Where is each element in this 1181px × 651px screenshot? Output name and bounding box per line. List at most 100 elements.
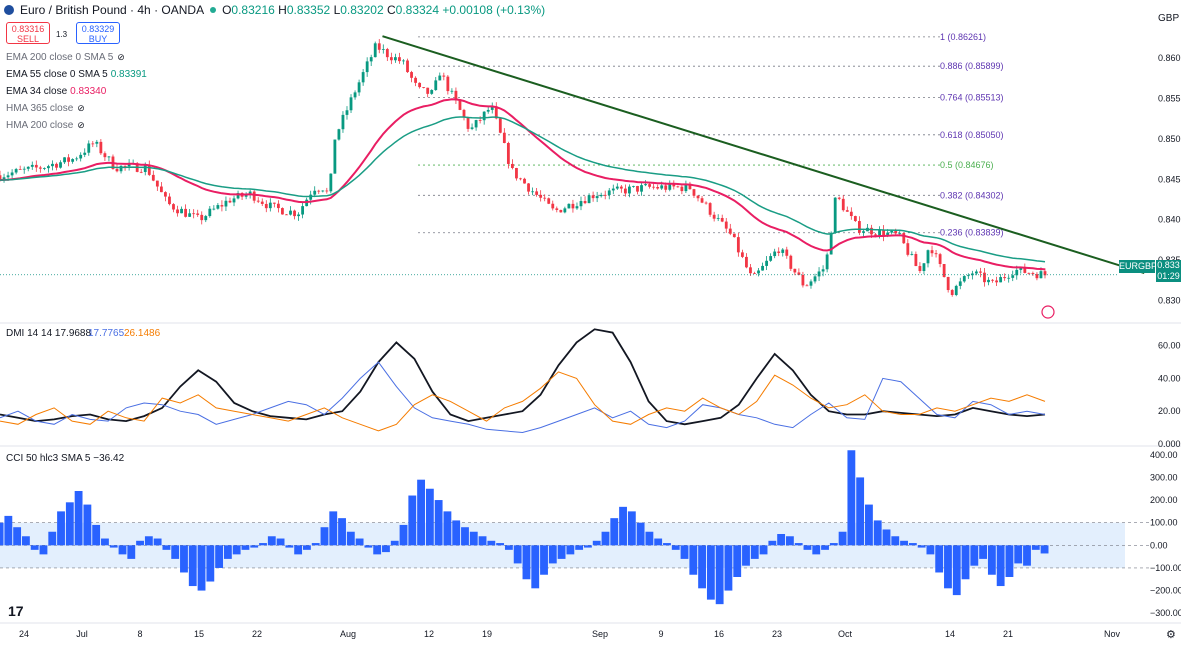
- candle: [281, 208, 284, 215]
- candle: [232, 198, 236, 203]
- price-axis-label: 0.860: [1158, 53, 1181, 63]
- cci-bar: [794, 543, 803, 546]
- candle: [256, 200, 260, 202]
- candle: [930, 250, 934, 254]
- cci-bar: [944, 545, 952, 589]
- candle: [139, 171, 143, 173]
- settings-gear-icon[interactable]: ⚙: [1166, 629, 1176, 641]
- cci-bar: [390, 540, 399, 546]
- candle: [349, 97, 353, 111]
- candle: [684, 183, 688, 192]
- cci-axis-label: 100.00: [1150, 518, 1178, 528]
- candle: [301, 206, 305, 215]
- price-axis-label: 0.855: [1158, 93, 1181, 103]
- cci-bar: [689, 545, 698, 575]
- cci-bar: [1031, 545, 1040, 550]
- candle: [155, 180, 159, 187]
- candle: [950, 290, 954, 295]
- indicator-legend-item[interactable]: HMA 365 close ⊘: [6, 103, 85, 114]
- candle: [890, 230, 894, 233]
- cci-axis-label: 400.00: [1150, 450, 1178, 460]
- candle: [878, 229, 881, 236]
- cci-bar: [197, 545, 206, 591]
- cci-bar: [759, 545, 768, 555]
- cci-bar: [48, 531, 57, 546]
- candle: [389, 57, 393, 61]
- candle: [886, 232, 890, 237]
- cci-bar: [118, 545, 127, 555]
- candle: [353, 92, 357, 98]
- candle: [454, 90, 458, 101]
- cci-bar: [566, 545, 575, 555]
- price-axis-label: 0.840: [1158, 215, 1181, 225]
- candle: [523, 178, 526, 184]
- candle: [543, 197, 547, 199]
- hidden-eye-icon[interactable]: ⊘: [117, 52, 125, 62]
- candle: [450, 90, 454, 92]
- buy-button[interactable]: 0.83329 BUY: [76, 22, 120, 44]
- time-axis-label: 22: [252, 629, 262, 639]
- candle: [474, 120, 478, 128]
- time-axis-label: 23: [772, 629, 782, 639]
- cci-bar: [0, 522, 4, 546]
- candle: [716, 217, 720, 219]
- candle: [515, 167, 518, 179]
- cci-bar: [663, 543, 671, 546]
- cci-bar: [83, 504, 92, 546]
- cci-bar: [584, 545, 592, 548]
- candle: [381, 49, 385, 50]
- indicator-legend-item[interactable]: HMA 200 close ⊘: [6, 120, 85, 131]
- cci-bar: [294, 545, 303, 555]
- indicator-legend-item[interactable]: EMA 34 close 0.83340: [6, 86, 106, 97]
- candle: [172, 204, 175, 210]
- spread-value: 1.3: [56, 30, 68, 39]
- candle: [656, 187, 660, 189]
- candle: [325, 190, 329, 192]
- tradingview-logo[interactable]: 17: [8, 603, 24, 619]
- candle: [1023, 266, 1027, 273]
- candle: [898, 233, 902, 234]
- sell-button[interactable]: 0.83316 SELL: [6, 22, 50, 44]
- dmi-plus-value: 17.7765: [88, 328, 125, 339]
- cci-bar: [575, 545, 584, 550]
- cci-bar: [232, 545, 241, 555]
- indicator-legend-item[interactable]: EMA 200 close 0 SMA 5 ⊘: [6, 52, 125, 63]
- hidden-eye-icon[interactable]: ⊘: [77, 120, 85, 130]
- symbol-title[interactable]: Euro / British Pound · 4h · OANDA: [20, 3, 205, 17]
- dmi-series-line: [0, 371, 1046, 432]
- cci-bar: [777, 534, 786, 546]
- candle: [1031, 273, 1035, 275]
- candle: [975, 271, 978, 274]
- ohlc-low: 0.83202: [340, 3, 384, 17]
- time-axis-label: Nov: [1104, 629, 1121, 639]
- cci-bar: [601, 531, 610, 546]
- indicator-value: 0.83391: [110, 69, 147, 80]
- price-axis-label: 0.845: [1158, 174, 1181, 184]
- candle: [502, 132, 506, 144]
- dmi-series-line: [0, 361, 1046, 434]
- cci-bar: [346, 531, 355, 546]
- candle: [644, 184, 647, 186]
- candle: [285, 214, 288, 216]
- cci-bar: [742, 545, 750, 566]
- cci-axis-label: −200.00: [1150, 586, 1181, 596]
- cci-bar: [821, 545, 829, 550]
- cci-bar: [487, 540, 496, 546]
- candle: [781, 249, 785, 253]
- cci-bar: [952, 545, 961, 596]
- candle: [6, 175, 10, 178]
- candle: [119, 165, 123, 172]
- candle: [30, 164, 34, 167]
- candle: [603, 194, 607, 196]
- candle: [587, 195, 591, 204]
- cci-bar: [908, 543, 917, 546]
- candle: [276, 203, 280, 209]
- cci-bar: [733, 545, 742, 577]
- candle: [87, 143, 91, 153]
- cci-bar: [829, 543, 838, 546]
- hidden-eye-icon[interactable]: ⊘: [77, 103, 85, 113]
- cci-bar: [302, 545, 311, 550]
- indicator-legend-item[interactable]: EMA 55 close 0 SMA 5 0.83391: [6, 69, 147, 80]
- candle: [434, 80, 438, 91]
